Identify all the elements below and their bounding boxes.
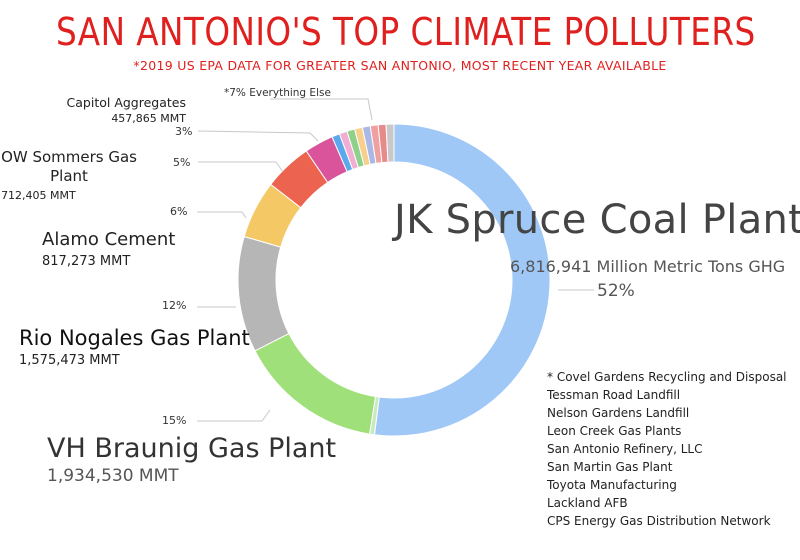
chart-subtitle: *2019 US EPA DATA FOR GREATER SAN ANTONI…	[133, 58, 667, 73]
label-ow-value: 712,405 MMT	[1, 189, 76, 202]
everything-else-label: *7% Everything Else	[224, 87, 331, 99]
label-jk-pct: 52%	[597, 281, 635, 301]
pct-alamo: 6%	[170, 205, 188, 218]
leader-line-alamo	[197, 211, 247, 219]
note-item: Leon Creek Gas Plants	[547, 424, 682, 438]
pct-vh: 15%	[162, 414, 187, 427]
note-item: Tessman Road Landfill	[547, 388, 681, 402]
donut-slice-jk-spruce-coal-plant	[373, 123, 551, 437]
label-rio-value: 1,575,473 MMT	[19, 353, 120, 368]
leader-lines	[197, 98, 594, 422]
label-capitol-aggregates: Capitol Aggregates 457,865 MMT	[67, 95, 186, 125]
label-capitol-name: Capitol Aggregates	[66, 95, 186, 110]
label-rio-name: Rio Nogales Gas Plant	[19, 326, 250, 350]
label-rio-nogales: Rio Nogales Gas Plant 1,575,473 MMT	[19, 326, 250, 368]
label-alamo-name: Alamo Cement	[42, 229, 176, 250]
donut-slices	[237, 123, 551, 437]
label-capitol-value: 457,865 MMT	[111, 112, 186, 125]
label-jk-value: 6,816,941 Million Metric Tons GHG	[510, 257, 786, 276]
pct-ow: 5%	[173, 156, 191, 169]
note-item: San Martin Gas Plant	[547, 460, 673, 474]
note-item: CPS Energy Gas Distribution Network	[547, 514, 771, 528]
note-item: Toyota Manufacturing	[547, 478, 677, 492]
pct-capitol: 3%	[175, 125, 193, 138]
label-alamo-value: 817,273 MMT	[42, 254, 131, 269]
leader-line-else	[270, 98, 373, 121]
leader-line-vh	[197, 409, 271, 422]
note-item: * Covel Gardens Recycling and Disposal	[547, 370, 787, 384]
donut-slice-everything-else-part	[385, 123, 395, 163]
label-vh-name: VH Braunig Gas Plant	[47, 433, 337, 464]
donut-slice-vh-braunig-gas-plant	[254, 332, 377, 435]
label-vh-value: 1,934,530 MMT	[47, 466, 179, 486]
note-item: Lackland AFB	[547, 496, 628, 510]
pct-rio: 12%	[162, 299, 187, 312]
leader-line-capitol	[197, 130, 319, 142]
label-alamo-cement: Alamo Cement 817,273 MMT	[42, 229, 175, 269]
chart-title: SAN ANTONIO'S TOP CLIMATE POLLUTERS	[56, 10, 756, 54]
label-ow-name-1: OW Sommers Gas	[1, 148, 137, 166]
note-item: Nelson Gardens Landfill	[547, 406, 690, 420]
label-ow-sommers: OW Sommers Gas Plant 712,405 MMT	[1, 148, 137, 205]
everything-else-notes: * Covel Gardens Recycling and Disposal T…	[547, 368, 787, 530]
label-vh-braunig: VH Braunig Gas Plant 1,934,530 MMT	[47, 433, 336, 486]
note-item: San Antonio Refinery, LLC	[547, 442, 703, 456]
leader-line-ow	[198, 161, 284, 173]
label-jk-name: JK Spruce Coal Plant	[394, 197, 800, 243]
label-ow-name-2: Plant	[50, 167, 88, 185]
